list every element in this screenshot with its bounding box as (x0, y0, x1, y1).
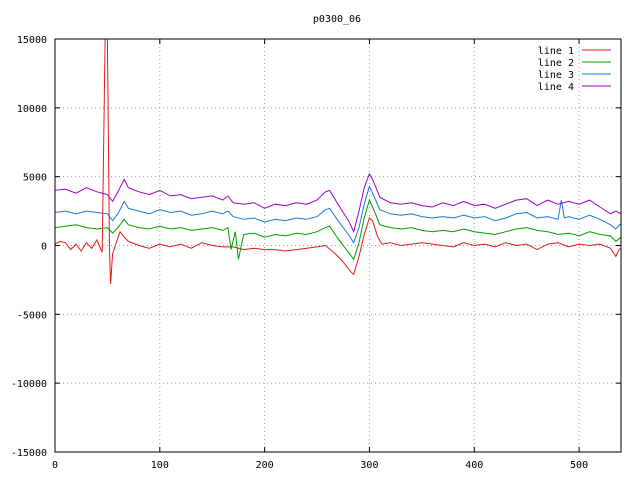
chart-title: p0300_06 (313, 14, 361, 25)
y-tick-label: -5000 (17, 310, 47, 321)
y-tick-label: 0 (41, 242, 47, 253)
series-line-4 (55, 172, 621, 234)
x-tick-label: 0 (52, 460, 58, 471)
legend-label-2: line 2 (538, 58, 574, 69)
y-tick-label: 5000 (23, 173, 47, 184)
x-tick-label: 400 (465, 460, 483, 471)
y-tick-label: 10000 (17, 104, 47, 115)
x-tick-label: 200 (256, 460, 274, 471)
x-tick-label: 300 (360, 460, 378, 471)
x-tick-label: 500 (570, 460, 588, 471)
legend-label-4: line 4 (538, 82, 574, 93)
x-tick-label: 100 (151, 460, 169, 471)
axis-ticks: 0 100 200 300 400 500 -15000 -10000 -5000 0 5000 10… (11, 35, 621, 471)
y-tick-label: 15000 (17, 35, 47, 46)
series-line-3 (55, 184, 621, 244)
y-tick-label: -15000 (11, 448, 47, 459)
grid-lines (55, 39, 621, 452)
legend-label-1: line 1 (538, 46, 574, 57)
series-line-2 (55, 198, 621, 261)
y-tick-label: -10000 (11, 379, 47, 390)
series-line-1 (55, 39, 621, 285)
legend-label-3: line 3 (538, 70, 574, 81)
series-group (55, 39, 621, 285)
